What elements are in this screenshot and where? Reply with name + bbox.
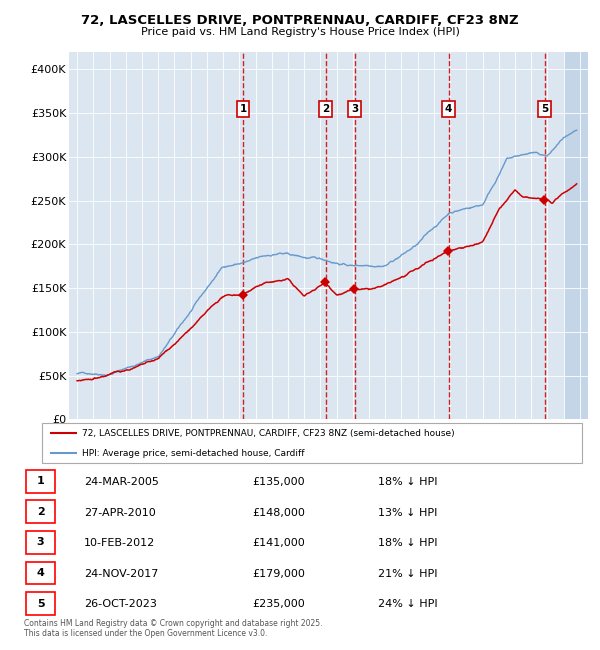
FancyBboxPatch shape	[26, 500, 55, 523]
Text: 18% ↓ HPI: 18% ↓ HPI	[378, 477, 437, 487]
Text: 3: 3	[351, 104, 358, 114]
Text: 13% ↓ HPI: 13% ↓ HPI	[378, 508, 437, 517]
Text: 72, LASCELLES DRIVE, PONTPRENNAU, CARDIFF, CF23 8NZ: 72, LASCELLES DRIVE, PONTPRENNAU, CARDIF…	[81, 14, 519, 27]
Text: 24% ↓ HPI: 24% ↓ HPI	[378, 599, 437, 609]
FancyBboxPatch shape	[42, 423, 582, 463]
Text: 27-APR-2010: 27-APR-2010	[84, 508, 156, 517]
Text: 4: 4	[37, 568, 44, 578]
Text: 24-MAR-2005: 24-MAR-2005	[84, 477, 159, 487]
Text: 5: 5	[541, 104, 548, 114]
Text: 2: 2	[37, 507, 44, 517]
Text: HPI: Average price, semi-detached house, Cardiff: HPI: Average price, semi-detached house,…	[83, 449, 305, 458]
Text: 1: 1	[37, 476, 44, 486]
FancyBboxPatch shape	[26, 592, 55, 615]
Text: 24-NOV-2017: 24-NOV-2017	[84, 569, 158, 578]
Bar	[563, 52, 588, 419]
Text: 4: 4	[445, 104, 452, 114]
FancyBboxPatch shape	[26, 562, 55, 584]
Text: 1: 1	[239, 104, 247, 114]
Text: 2: 2	[322, 104, 329, 114]
Text: 18% ↓ HPI: 18% ↓ HPI	[378, 538, 437, 548]
Text: £135,000: £135,000	[252, 477, 305, 487]
Text: Contains HM Land Registry data © Crown copyright and database right 2025.
This d: Contains HM Land Registry data © Crown c…	[24, 619, 323, 638]
Text: 21% ↓ HPI: 21% ↓ HPI	[378, 569, 437, 578]
Text: £179,000: £179,000	[252, 569, 305, 578]
Text: £148,000: £148,000	[252, 508, 305, 517]
FancyBboxPatch shape	[26, 470, 55, 493]
Text: 3: 3	[37, 538, 44, 547]
Text: Price paid vs. HM Land Registry's House Price Index (HPI): Price paid vs. HM Land Registry's House …	[140, 27, 460, 37]
Text: 72, LASCELLES DRIVE, PONTPRENNAU, CARDIFF, CF23 8NZ (semi-detached house): 72, LASCELLES DRIVE, PONTPRENNAU, CARDIF…	[83, 429, 455, 437]
Text: 5: 5	[37, 599, 44, 608]
Text: 26-OCT-2023: 26-OCT-2023	[84, 599, 157, 609]
FancyBboxPatch shape	[26, 531, 55, 554]
Text: £141,000: £141,000	[252, 538, 305, 548]
Text: 10-FEB-2012: 10-FEB-2012	[84, 538, 155, 548]
Text: £235,000: £235,000	[252, 599, 305, 609]
